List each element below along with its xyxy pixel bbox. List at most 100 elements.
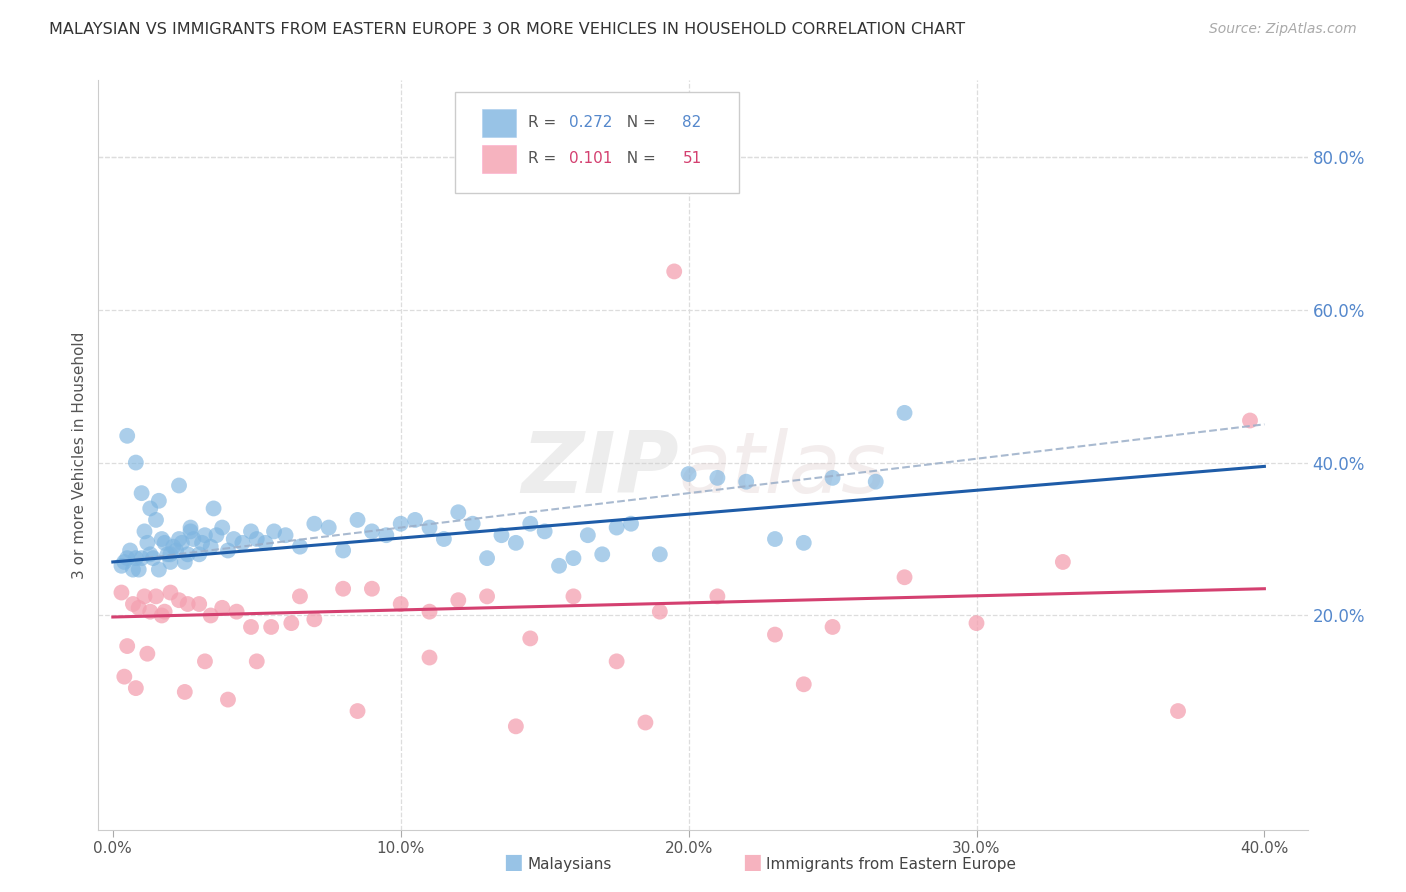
- Point: [142, 551, 165, 566]
- Text: Immigrants from Eastern Europe: Immigrants from Eastern Europe: [766, 857, 1017, 872]
- FancyBboxPatch shape: [456, 92, 740, 193]
- Point: [548, 558, 571, 573]
- Point: [475, 551, 498, 566]
- Point: [191, 536, 214, 550]
- Point: [145, 513, 167, 527]
- Point: [634, 715, 657, 730]
- Point: [183, 532, 205, 546]
- Point: [115, 639, 138, 653]
- Point: [505, 719, 527, 733]
- Text: ZIP: ZIP: [522, 428, 679, 511]
- Point: [288, 540, 311, 554]
- Text: R =: R =: [527, 152, 561, 167]
- Point: [115, 551, 138, 566]
- Point: [211, 600, 233, 615]
- Point: [505, 536, 527, 550]
- Point: [194, 654, 217, 668]
- Point: [246, 654, 269, 668]
- Point: [200, 608, 222, 623]
- Point: [131, 486, 153, 500]
- Point: [159, 547, 181, 561]
- Point: [167, 532, 190, 546]
- Point: [404, 513, 426, 527]
- Point: [112, 670, 135, 684]
- Point: [361, 582, 384, 596]
- Point: [240, 620, 263, 634]
- Point: [706, 590, 728, 604]
- Point: [159, 585, 181, 599]
- Point: [519, 516, 541, 531]
- Point: [318, 520, 340, 534]
- Point: [217, 543, 239, 558]
- Y-axis label: 3 or more Vehicles in Household: 3 or more Vehicles in Household: [72, 331, 87, 579]
- Point: [418, 605, 440, 619]
- Text: MALAYSIAN VS IMMIGRANTS FROM EASTERN EUROPE 3 OR MORE VEHICLES IN HOUSEHOLD CORR: MALAYSIAN VS IMMIGRANTS FROM EASTERN EUR…: [49, 22, 966, 37]
- Point: [254, 536, 277, 550]
- Point: [475, 590, 498, 604]
- Point: [433, 532, 456, 546]
- Point: [304, 516, 326, 531]
- Point: [260, 620, 283, 634]
- Point: [793, 677, 815, 691]
- Point: [606, 654, 628, 668]
- Point: [217, 692, 239, 706]
- Point: [966, 616, 988, 631]
- Point: [648, 605, 671, 619]
- Text: Source: ZipAtlas.com: Source: ZipAtlas.com: [1209, 22, 1357, 37]
- Point: [664, 264, 686, 278]
- Point: [131, 551, 153, 566]
- Point: [110, 558, 132, 573]
- Point: [180, 524, 202, 539]
- Point: [893, 406, 915, 420]
- Point: [162, 540, 184, 554]
- FancyBboxPatch shape: [482, 109, 516, 137]
- Point: [821, 620, 844, 634]
- Point: [763, 532, 786, 546]
- Point: [225, 605, 247, 619]
- Point: [562, 551, 585, 566]
- Point: [167, 478, 190, 492]
- Point: [134, 590, 156, 604]
- Point: [188, 547, 211, 561]
- Point: [346, 704, 368, 718]
- Text: Malaysians: Malaysians: [527, 857, 612, 872]
- Point: [180, 520, 202, 534]
- Point: [491, 528, 513, 542]
- Point: [150, 608, 173, 623]
- Point: [134, 524, 156, 539]
- Point: [153, 605, 176, 619]
- Point: [136, 536, 159, 550]
- Point: [165, 543, 187, 558]
- Text: atlas: atlas: [679, 428, 887, 511]
- Point: [176, 547, 198, 561]
- Text: 82: 82: [682, 115, 702, 130]
- Point: [304, 612, 326, 626]
- Point: [115, 429, 138, 443]
- Text: N =: N =: [617, 152, 661, 167]
- Point: [1239, 413, 1261, 427]
- Text: 0.272: 0.272: [569, 115, 612, 130]
- Text: R =: R =: [527, 115, 561, 130]
- Point: [418, 650, 440, 665]
- Point: [122, 597, 145, 611]
- Text: 51: 51: [682, 152, 702, 167]
- Point: [122, 563, 145, 577]
- Point: [576, 528, 599, 542]
- Point: [389, 516, 412, 531]
- Text: ■: ■: [503, 853, 523, 872]
- Point: [346, 513, 368, 527]
- Point: [263, 524, 285, 539]
- Point: [194, 528, 217, 542]
- Point: [231, 536, 253, 550]
- Point: [167, 593, 190, 607]
- Point: [125, 456, 148, 470]
- Point: [1052, 555, 1074, 569]
- Point: [361, 524, 384, 539]
- Point: [678, 467, 700, 481]
- Point: [125, 551, 148, 566]
- Point: [120, 543, 142, 558]
- Point: [173, 555, 195, 569]
- Point: [418, 520, 440, 534]
- Point: [211, 520, 233, 534]
- Point: [202, 501, 225, 516]
